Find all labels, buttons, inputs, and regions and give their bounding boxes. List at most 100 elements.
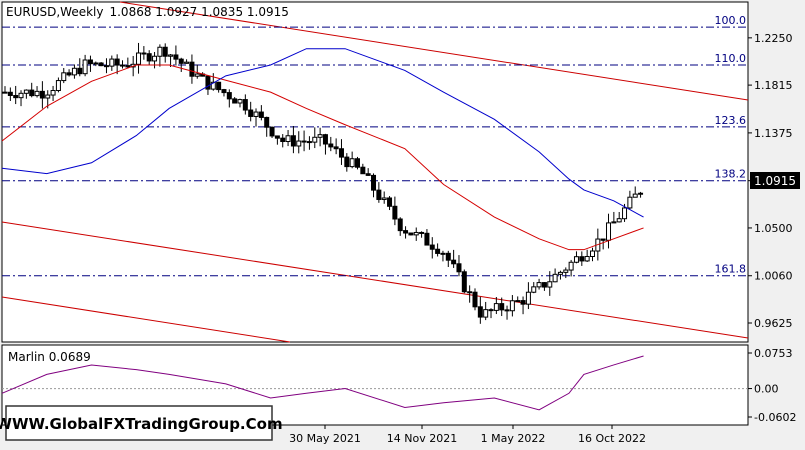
fib-level-label: 123.6 bbox=[715, 114, 747, 127]
indicator-label: Marlin 0.0689 bbox=[8, 350, 91, 364]
candle-body bbox=[301, 140, 307, 143]
current-price-tag: 1.0915 bbox=[754, 174, 796, 188]
candle-body bbox=[408, 232, 414, 236]
candle-body bbox=[141, 52, 147, 55]
candle-body bbox=[61, 72, 67, 82]
candle-body bbox=[622, 207, 628, 220]
candle-body bbox=[344, 156, 350, 168]
candle-body bbox=[611, 221, 617, 224]
candle-body bbox=[253, 111, 259, 117]
candle-body bbox=[638, 192, 644, 195]
candle-body bbox=[365, 173, 371, 176]
candle-body bbox=[71, 67, 77, 76]
candle-body bbox=[296, 140, 302, 147]
candle-body bbox=[125, 65, 131, 68]
candle-body bbox=[232, 98, 238, 104]
candle-body bbox=[119, 64, 125, 67]
candle-body bbox=[403, 230, 409, 234]
time-tick-label: 30 May 2021 bbox=[289, 432, 361, 445]
header-symbol: EURUSD,Weekly 1.0868 1.0927 1.0835 1.0915 bbox=[6, 5, 289, 19]
candle-body bbox=[157, 46, 163, 57]
candle-body bbox=[290, 135, 296, 147]
candle-body bbox=[338, 148, 344, 158]
candle-body bbox=[82, 59, 88, 75]
candle-body bbox=[627, 196, 633, 209]
candle-body bbox=[387, 197, 393, 207]
candle-body bbox=[477, 306, 483, 318]
price-tick-label: 1.0500 bbox=[754, 222, 793, 235]
candle-body bbox=[194, 73, 200, 77]
candle-body bbox=[461, 271, 467, 293]
candle-body bbox=[264, 116, 270, 128]
candle-body bbox=[371, 174, 377, 191]
candle-body bbox=[451, 259, 457, 265]
symbol-timeframe: EURUSD,Weekly bbox=[6, 5, 103, 19]
candle-body bbox=[205, 75, 211, 90]
candle-body bbox=[7, 91, 13, 96]
candle-body bbox=[45, 94, 51, 99]
candle-body bbox=[248, 109, 254, 117]
candle-body bbox=[557, 271, 563, 275]
candle-body bbox=[13, 94, 19, 99]
oscillator-tick-label: -0.0602 bbox=[754, 411, 796, 424]
candle-body bbox=[173, 54, 179, 60]
candle-body bbox=[579, 256, 585, 262]
time-axis: 30 May 2021 14 Nov 2021 1 May 2022 16 Oct 2… bbox=[289, 425, 646, 445]
candle-body bbox=[312, 136, 318, 143]
candle-body bbox=[216, 81, 222, 91]
price-tick-label: 1.2250 bbox=[754, 32, 793, 45]
candle-body bbox=[178, 58, 184, 64]
candle-body bbox=[467, 291, 473, 294]
price-tick-label: 0.9625 bbox=[754, 317, 793, 330]
candle-body bbox=[29, 89, 35, 97]
candle-body bbox=[632, 193, 638, 198]
candle-body bbox=[210, 81, 216, 90]
candle-body bbox=[520, 300, 526, 305]
candle-body bbox=[547, 281, 553, 288]
candle-body bbox=[306, 141, 312, 144]
candle-body bbox=[445, 252, 451, 261]
candle-body bbox=[381, 197, 387, 200]
candle-body bbox=[584, 256, 590, 262]
candle-body bbox=[274, 135, 280, 139]
candle-body bbox=[258, 111, 264, 118]
candle-body bbox=[285, 135, 291, 143]
watermark-box: WWW.GlobalFXTradingGroup.Com bbox=[0, 405, 283, 441]
candle-body bbox=[87, 59, 93, 65]
candle-body bbox=[552, 273, 558, 283]
candle-body bbox=[568, 261, 574, 271]
candle-body bbox=[531, 286, 537, 293]
candle-body bbox=[322, 134, 328, 145]
candle-body bbox=[499, 303, 505, 311]
price-tick-label: 1.1815 bbox=[754, 79, 793, 92]
candle-body bbox=[152, 55, 158, 62]
candlesticks bbox=[2, 42, 644, 324]
oscillator-line bbox=[1, 355, 644, 411]
candle-body bbox=[77, 67, 83, 75]
candle-body bbox=[98, 62, 104, 67]
candle-body bbox=[333, 146, 339, 150]
fib-level-label: 161.8 bbox=[715, 263, 747, 276]
candle-body bbox=[349, 158, 355, 168]
channel-lines bbox=[1, 1, 749, 343]
candle-body bbox=[563, 269, 569, 273]
candle-body bbox=[39, 90, 45, 99]
watermark-bg bbox=[5, 405, 273, 441]
fib-level-label: 110.0 bbox=[715, 52, 747, 65]
candle-body bbox=[600, 238, 606, 241]
candle-body bbox=[397, 218, 403, 232]
candle-body bbox=[573, 256, 579, 263]
candle-body bbox=[376, 189, 382, 200]
fib-level-label: 138.2 bbox=[715, 168, 747, 181]
candle-body bbox=[541, 282, 547, 288]
candle-body bbox=[328, 143, 334, 148]
time-tick-label: 14 Nov 2021 bbox=[387, 432, 457, 445]
candle-body bbox=[136, 52, 142, 65]
price-tick-label: 1.1375 bbox=[754, 127, 793, 140]
candle-body bbox=[504, 309, 510, 312]
candle-body bbox=[103, 65, 109, 68]
ma-fast-line bbox=[1, 64, 644, 251]
candle-body bbox=[226, 92, 232, 100]
fibonacci-levels: 100.0 110.0 123.6 138.2 161.8 bbox=[2, 14, 748, 277]
